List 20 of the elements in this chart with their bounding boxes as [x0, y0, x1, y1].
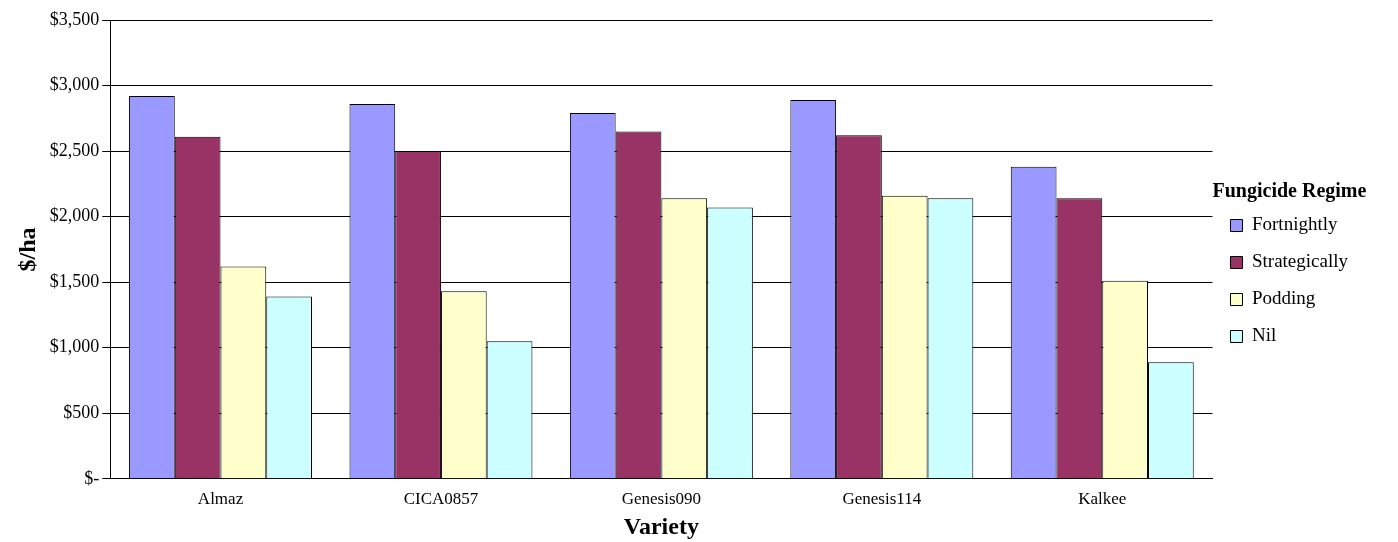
- x-axis-title: Variety: [623, 512, 699, 539]
- legend-label: Nil: [1251, 324, 1277, 346]
- y-tick-label: $-: [84, 467, 100, 488]
- x-tick-label: Kalkee: [1078, 489, 1127, 509]
- y-tick-label: $1,000: [49, 336, 100, 357]
- x-tick-label: CICA0857: [403, 489, 479, 509]
- y-tick-label: $1,500: [49, 270, 100, 291]
- y-tick-label: $500: [63, 401, 100, 422]
- y-axis-title: $/ha: [13, 227, 40, 272]
- x-tick-label: Almaz: [197, 489, 244, 509]
- y-tick-label: $3,500: [49, 8, 100, 29]
- legend-title: Fungicide Regime: [1212, 179, 1367, 203]
- legend-label: Podding: [1251, 287, 1316, 309]
- x-tick-label: Genesis114: [842, 489, 922, 509]
- legend-label: Strategically: [1251, 250, 1349, 272]
- y-tick-label: $2,000: [49, 205, 100, 226]
- x-tick-label: Genesis090: [621, 489, 702, 509]
- y-tick-label: $2,500: [49, 139, 100, 160]
- y-tick-label: $3,000: [49, 74, 100, 95]
- legend-label: Fortnightly: [1251, 213, 1338, 235]
